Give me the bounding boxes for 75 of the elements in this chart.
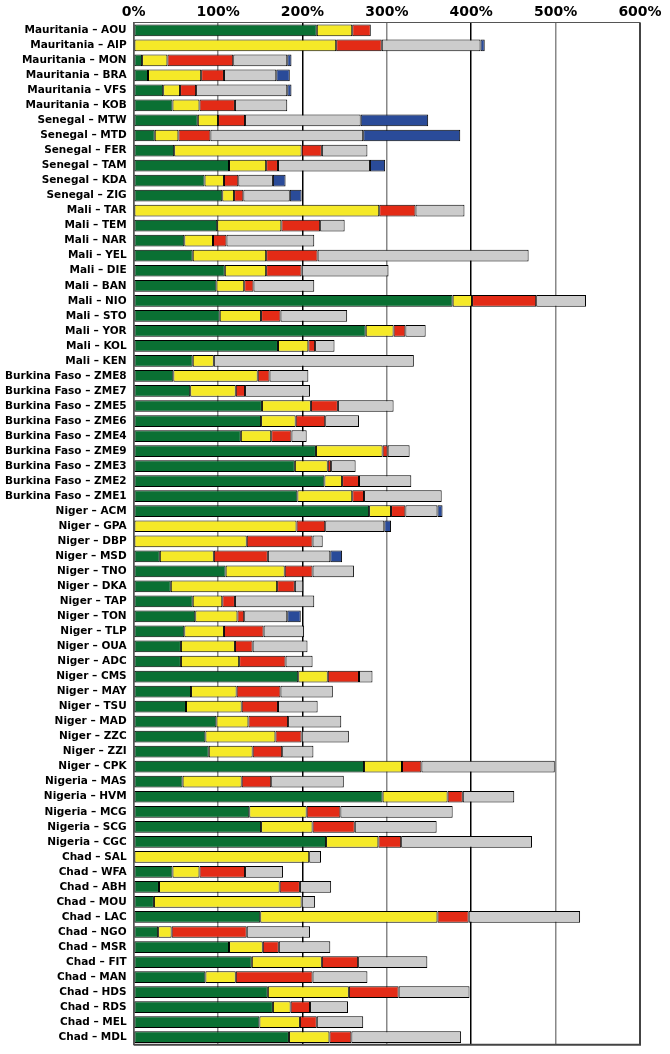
y-tick-label: Nigeria – MAS <box>45 774 127 787</box>
y-tick-label: Mauritania – KOB <box>25 98 127 111</box>
y-tick-label: Burkina Faso – ZME3 <box>4 458 127 471</box>
x-tick-label: 300% <box>365 3 409 20</box>
x-tick-label: 0% <box>121 3 146 20</box>
y-tick-label: Nigeria – MCG <box>44 804 127 817</box>
y-tick-label: Niger – MSD <box>55 549 127 562</box>
y-tick-label: Niger – OUA <box>56 639 128 652</box>
y-tick-label: Burkina Faso – ZME9 <box>4 443 127 456</box>
y-tick-label: Chad – HDS <box>59 984 127 997</box>
y-tick-label: Mali – KEN <box>65 353 127 366</box>
y-tick-label: Niger – ACM <box>55 503 127 516</box>
y-tick-label: Chad – RDS <box>59 999 127 1012</box>
y-tick-label: Mali – STO <box>65 308 127 321</box>
y-tick-label: Chad – FIT <box>66 954 128 967</box>
y-tick-label: Niger – DBP <box>57 534 127 546</box>
y-tick-label: Burkina Faso – ZME4 <box>4 428 127 441</box>
y-tick-label: Mauritania – MON <box>21 53 127 66</box>
y-tick-label: Mauritania – VFS <box>27 83 127 96</box>
y-tick-label: Mauritania – BRA <box>25 68 128 81</box>
y-tick-label: Senegal – TAM <box>41 158 127 171</box>
y-tick-label: Niger – ZZC <box>58 729 127 742</box>
y-tick-label: Niger – MAD <box>54 714 127 727</box>
y-tick-label: Niger – TON <box>57 609 127 622</box>
x-tick-label: 500% <box>533 3 578 20</box>
y-tick-label: Mauritania – AIP <box>30 38 127 51</box>
y-tick-label: Mali – NAR <box>64 233 127 246</box>
y-tick-label: Chad – MAN <box>56 969 127 982</box>
y-tick-label: Niger – CPK <box>58 759 128 772</box>
y-tick-label: Burkina Faso – ZME6 <box>4 413 127 426</box>
y-tick-label: Mali – YOR <box>65 323 127 336</box>
y-tick-label: Chad – LAC <box>61 909 127 922</box>
y-tick-label: Burkina Faso – ZME5 <box>4 398 127 411</box>
y-tick-label: Chad – WFA <box>58 864 128 877</box>
y-tick-label: Senegal – MTD <box>40 128 127 141</box>
y-tick-label: Niger – CMS <box>56 669 127 682</box>
y-tick-label: Chad – MDL <box>58 1029 127 1042</box>
y-tick-label: Niger – GPA <box>58 518 128 531</box>
y-tick-label: Nigeria – HVM <box>43 789 127 802</box>
x-tick-label: 200% <box>280 3 325 20</box>
y-tick-label: Nigeria – SCG <box>47 819 127 832</box>
y-tick-label: Mauritania – AOU <box>24 23 127 36</box>
x-tick-label: 100% <box>196 3 240 20</box>
y-tick-label: Senegal – KDA <box>41 173 128 186</box>
y-tick-label: Niger – TSU <box>58 699 127 712</box>
x-tick-label: 400% <box>449 3 493 20</box>
y-tick-label: Niger – MAY <box>56 684 128 697</box>
y-tick-label: Niger – TLP <box>60 624 127 637</box>
y-tick-label: Chad – MEL <box>60 1014 127 1027</box>
y-tick-label: Mali – BAN <box>64 278 127 291</box>
y-tick-label: Mali – TAR <box>66 203 127 216</box>
y-tick-label: Burkina Faso – ZME1 <box>4 488 127 501</box>
y-tick-label: Chad – MOU <box>56 894 127 907</box>
y-tick-label: Chad – SAL <box>61 849 127 862</box>
y-tick-label: Mali – NIO <box>67 293 127 306</box>
y-tick-label: Chad – NGO <box>57 924 127 937</box>
y-tick-label: Chad – MSR <box>58 939 127 952</box>
y-tick-label: Senegal – FER <box>44 143 127 156</box>
y-tick-label: Senegal – ZIG <box>46 188 127 201</box>
y-tick-label: Niger – ZZI <box>62 744 127 757</box>
y-tick-label: Senegal – MTW <box>37 113 128 126</box>
y-tick-label: Niger – TNO <box>57 564 127 577</box>
y-tick-label: Niger – ADC <box>57 654 127 667</box>
x-tick-label: 600% <box>618 3 662 20</box>
y-tick-label: Niger – TAP <box>59 594 127 607</box>
y-tick-label: Chad – ABH <box>59 879 127 892</box>
y-tick-label: Mali – KOL <box>66 338 127 351</box>
y-tick-label: Mali – TEM <box>64 218 127 231</box>
y-tick-label: Niger – DKA <box>56 579 128 592</box>
y-tick-label: Burkina Faso – ZME8 <box>4 368 127 381</box>
y-tick-label: Burkina Faso – ZME7 <box>4 383 127 396</box>
y-tick-label: Nigeria – CGC <box>47 834 127 847</box>
y-tick-label: Mali – YEL <box>67 248 127 261</box>
y-tick-label: Mali – DIE <box>69 263 127 276</box>
y-tick-label: Burkina Faso – ZME2 <box>4 473 127 486</box>
